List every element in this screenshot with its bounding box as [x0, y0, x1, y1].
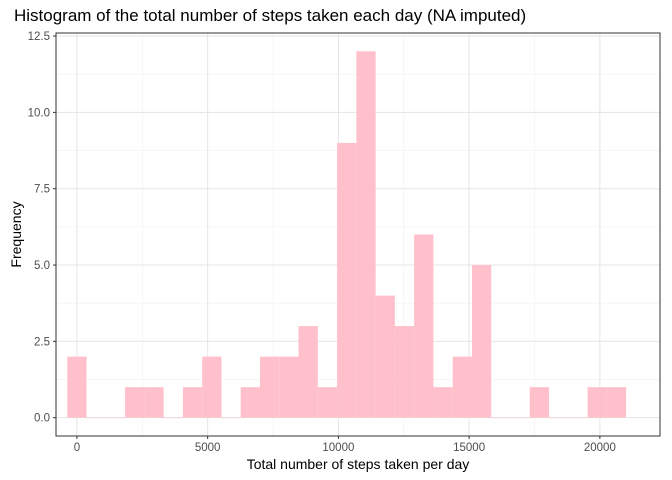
histogram-bar: [202, 356, 222, 418]
histogram-bar: [163, 417, 183, 419]
y-tick-label: 12.5: [28, 31, 50, 43]
y-tick-label: 10.0: [28, 107, 50, 119]
histogram-bar: [221, 417, 241, 419]
y-axis: 0.0 2.5 5.0 7.5 10.0 12.5: [28, 31, 56, 425]
histogram-bar: [125, 387, 145, 418]
histogram-bar: [452, 356, 472, 418]
histogram-bar: [414, 234, 434, 418]
x-tick-label: 10000: [322, 442, 354, 454]
y-tick-label: 2.5: [34, 336, 50, 348]
histogram-bar: [356, 51, 376, 418]
histogram-bar: [279, 356, 299, 418]
x-axis: 0 5000 10000 15000 20000: [74, 436, 616, 454]
histogram-bar: [606, 387, 627, 418]
histogram-bar: [568, 417, 588, 419]
histogram-bar: [240, 387, 260, 418]
histogram-bar: [510, 417, 530, 419]
chart-title: Histogram of the total number of steps t…: [14, 6, 527, 25]
histogram-bar: [105, 417, 126, 419]
histogram-bar: [259, 356, 280, 418]
histogram-bar: [86, 417, 106, 419]
histogram-bar: [337, 142, 357, 418]
histogram-bar: [144, 387, 164, 418]
panel-border: [55, 32, 661, 437]
y-tick-label: 7.5: [34, 184, 50, 196]
x-tick-label: 20000: [584, 442, 616, 454]
y-tick-label: 0.0: [34, 413, 50, 425]
x-axis-title: Total number of steps taken per day: [247, 456, 470, 472]
histogram-bar: [529, 387, 550, 418]
histogram-bar: [298, 326, 318, 418]
histogram-bar: [433, 387, 453, 418]
histogram-bar: [491, 417, 511, 419]
x-tick-label: 5000: [195, 442, 221, 454]
y-tick-label: 5.0: [34, 260, 50, 272]
histogram-bar: [549, 417, 569, 419]
histogram-bar: [67, 356, 87, 418]
histogram-bar: [394, 326, 415, 418]
histogram-bar: [375, 295, 395, 418]
histogram-bar: [587, 387, 607, 418]
histogram-bar: [182, 387, 203, 418]
histogram-bar: [471, 265, 492, 418]
histogram-bars: [67, 51, 627, 419]
x-tick-label: 0: [74, 442, 80, 454]
histogram-bar: [317, 387, 338, 418]
y-axis-title: Frequency: [8, 201, 24, 267]
x-tick-label: 15000: [453, 442, 485, 454]
